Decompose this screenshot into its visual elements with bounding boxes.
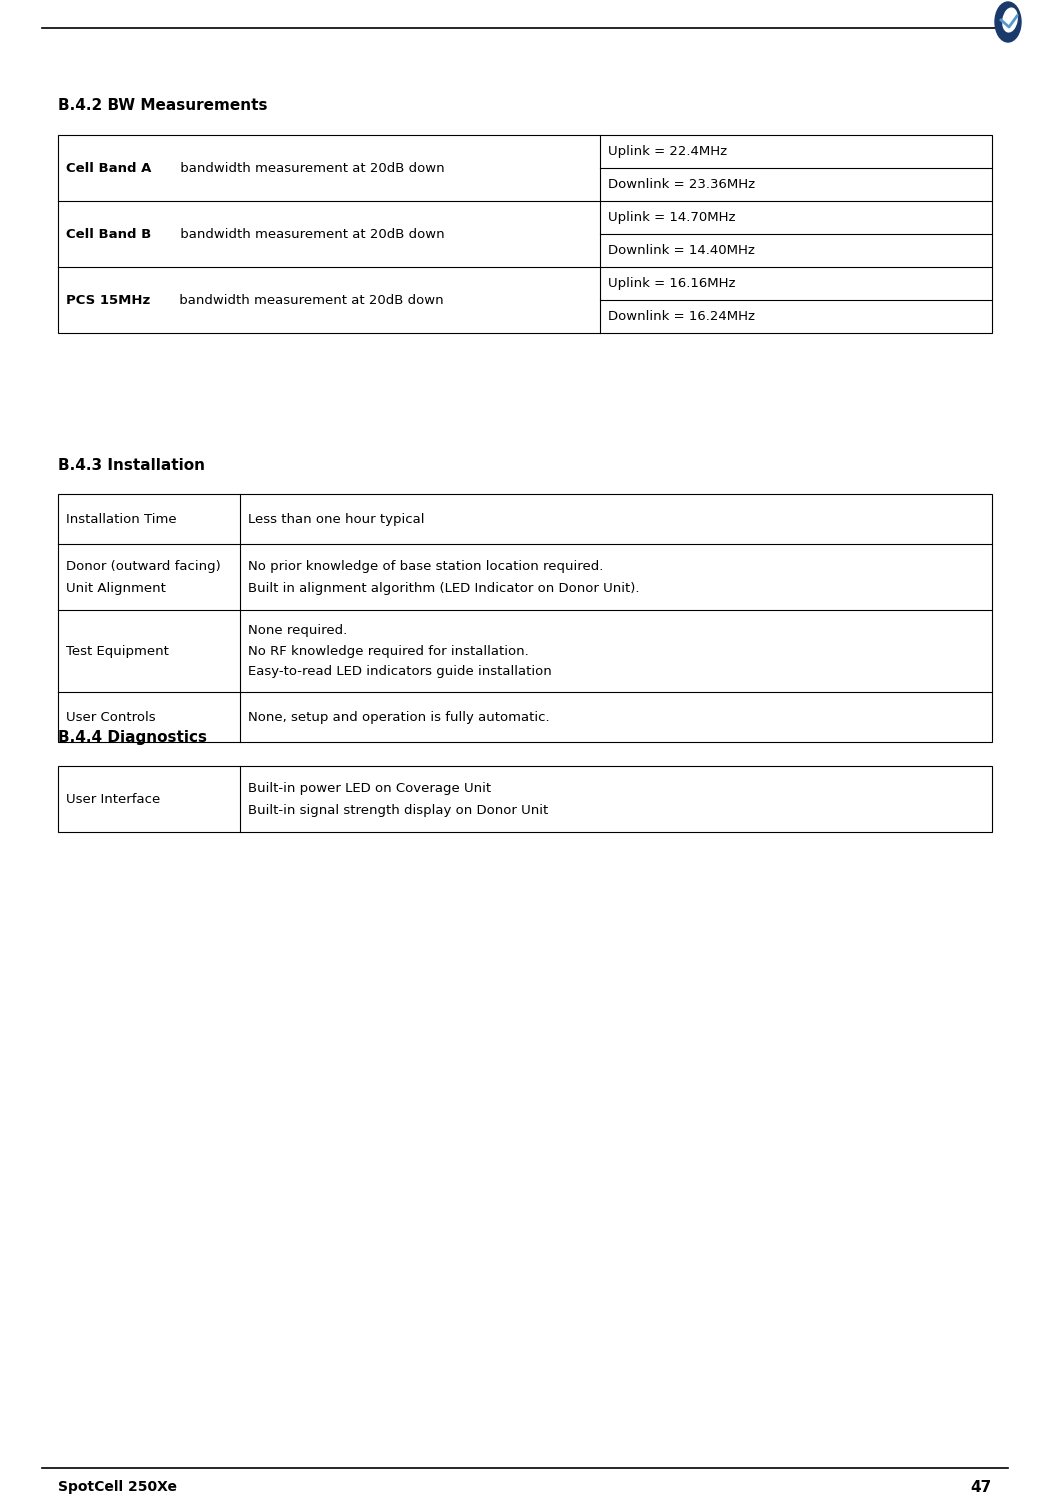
- Text: User Interface: User Interface: [66, 792, 161, 806]
- Text: Built-in power LED on Coverage Unit: Built-in power LED on Coverage Unit: [248, 782, 491, 795]
- Text: Less than one hour typical: Less than one hour typical: [248, 512, 424, 526]
- Text: bandwidth measurement at 20dB down: bandwidth measurement at 20dB down: [174, 294, 443, 307]
- Text: Cell Band B: Cell Band B: [66, 227, 151, 241]
- Text: 47: 47: [971, 1480, 992, 1495]
- Text: Downlink = 14.40MHz: Downlink = 14.40MHz: [608, 244, 755, 258]
- Text: B.4.2 BW Measurements: B.4.2 BW Measurements: [58, 98, 268, 113]
- Text: B.4.4 Diagnostics: B.4.4 Diagnostics: [58, 730, 207, 745]
- Text: Installation Time: Installation Time: [66, 512, 176, 526]
- Text: No RF knowledge required for installation.: No RF knowledge required for installatio…: [248, 645, 529, 658]
- Bar: [58, 494, 992, 742]
- Text: None required.: None required.: [248, 623, 348, 637]
- Text: Built in alignment algorithm (LED Indicator on Donor Unit).: Built in alignment algorithm (LED Indica…: [248, 581, 639, 595]
- Text: Uplink = 14.70MHz: Uplink = 14.70MHz: [608, 211, 735, 224]
- Bar: [58, 136, 992, 333]
- Bar: [58, 767, 992, 831]
- Text: Built-in signal strength display on Donor Unit: Built-in signal strength display on Dono…: [248, 804, 548, 816]
- Text: Easy-to-read LED indicators guide installation: Easy-to-read LED indicators guide instal…: [248, 666, 551, 678]
- Text: Cell Band A: Cell Band A: [66, 161, 151, 175]
- Text: Test Equipment: Test Equipment: [66, 645, 169, 658]
- Text: SpotCell 250Xe: SpotCell 250Xe: [58, 1480, 177, 1494]
- Text: No prior knowledge of base station location required.: No prior knowledge of base station locat…: [248, 560, 604, 572]
- Text: User Controls: User Controls: [66, 711, 155, 723]
- Text: Unit Alignment: Unit Alignment: [66, 581, 166, 595]
- Text: bandwidth measurement at 20dB down: bandwidth measurement at 20dB down: [176, 161, 445, 175]
- Text: B.4.3 Installation: B.4.3 Installation: [58, 458, 205, 473]
- Text: None, setup and operation is fully automatic.: None, setup and operation is fully autom…: [248, 711, 549, 723]
- Text: bandwidth measurement at 20dB down: bandwidth measurement at 20dB down: [176, 227, 444, 241]
- Text: Donor (outward facing): Donor (outward facing): [66, 560, 220, 572]
- Text: Uplink = 16.16MHz: Uplink = 16.16MHz: [608, 277, 735, 291]
- Text: PCS 15MHz: PCS 15MHz: [66, 294, 150, 307]
- Ellipse shape: [995, 2, 1021, 42]
- Text: Downlink = 23.36MHz: Downlink = 23.36MHz: [608, 178, 755, 191]
- Text: Downlink = 16.24MHz: Downlink = 16.24MHz: [608, 310, 755, 322]
- Ellipse shape: [1003, 8, 1017, 32]
- Text: Uplink = 22.4MHz: Uplink = 22.4MHz: [608, 145, 727, 158]
